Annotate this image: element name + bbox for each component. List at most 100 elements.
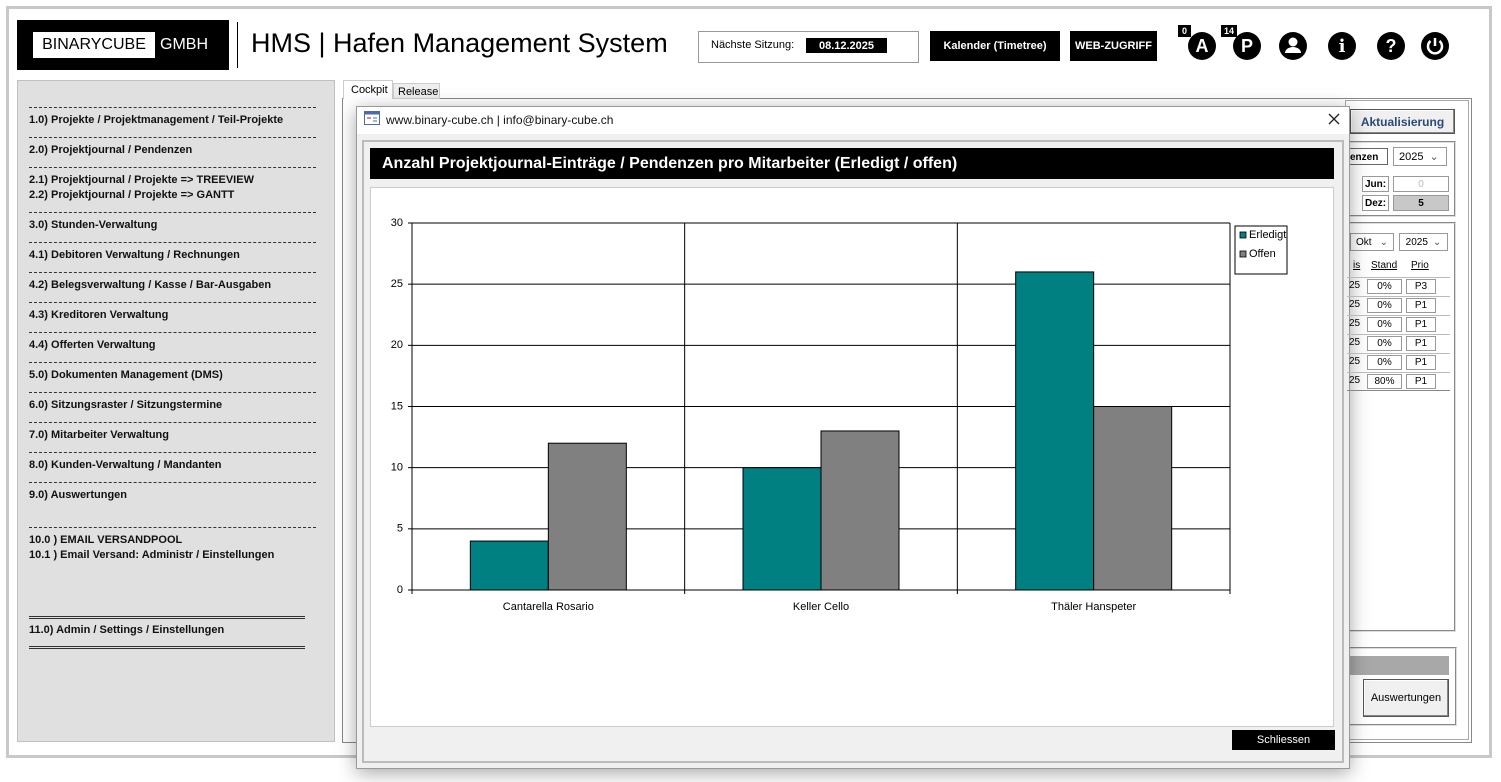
table-cell: 0% [1367, 279, 1402, 294]
report-button[interactable]: Auswertungen [1363, 679, 1449, 717]
badge-icon[interactable]: P [1233, 32, 1261, 60]
menu-item[interactable]: 6.0) Sitzungsraster / Sitzungstermine [29, 399, 223, 411]
menu-item[interactable]: 3.0) Stunden-Verwaltung [29, 219, 158, 231]
menu-separator [29, 332, 316, 333]
menu-item[interactable]: 11.0) Admin / Settings / Einstellungen [29, 624, 225, 636]
row-line [1347, 315, 1450, 316]
info-icon[interactable]: i [1328, 32, 1356, 60]
menu-separator [29, 302, 316, 303]
badge-count: 14 [1221, 25, 1237, 37]
dialog-titlebar [357, 107, 1349, 134]
month-value: Okt [1356, 236, 1372, 248]
menu-item[interactable]: 8.0) Kunden-Verwaltung / Mandanten [29, 459, 222, 471]
x-tick-label: Keller Cello [793, 601, 849, 613]
menu-item[interactable]: 2.0) Projektjournal / Pendenzen [29, 144, 193, 156]
row-line [1347, 296, 1450, 297]
column-header: is [1353, 260, 1361, 271]
year-value: 2025 [1405, 236, 1428, 248]
menu-separator [29, 167, 316, 168]
close-icon[interactable] [1328, 113, 1340, 125]
row-line [1347, 277, 1450, 278]
badge-count: 0 [1178, 25, 1191, 37]
table-cell: P1 [1406, 317, 1436, 332]
legend-label: Offen [1249, 248, 1276, 260]
table-cell: 25 [1349, 318, 1361, 329]
menu-item[interactable]: 4.1) Debitoren Verwaltung / Rechnungen [29, 249, 240, 261]
menu-item[interactable]: 10.0 ) EMAIL VERSANDPOOL [29, 534, 183, 546]
badge-icon[interactable]: A [1188, 32, 1216, 60]
x-tick-label: Cantarella Rosario [503, 601, 594, 613]
user-icon[interactable] [1279, 32, 1307, 60]
month-value: 0 [1393, 176, 1449, 192]
menu-item[interactable]: 10.1 ) Email Versand: Administr / Einste… [29, 549, 275, 561]
table-cell: P1 [1406, 336, 1436, 351]
tab[interactable]: Release [393, 83, 440, 99]
close-button[interactable]: Schliessen [1232, 730, 1335, 750]
bar [820, 430, 900, 591]
menu-separator [29, 107, 316, 108]
column-header: Stand [1371, 260, 1398, 271]
month-value: 5 [1393, 195, 1449, 211]
table-cell: 25 [1349, 299, 1361, 310]
menu-item[interactable]: 1.0) Projekte / Projektmanagement / Teil… [29, 114, 284, 126]
year-select[interactable]: 2025 ⌄ [1393, 147, 1447, 166]
power-icon[interactable] [1421, 32, 1449, 60]
menu-separator [29, 422, 316, 423]
session-box [698, 31, 919, 63]
row-line [1347, 390, 1450, 391]
menu-separator [29, 392, 316, 393]
help-icon[interactable]: ? [1377, 32, 1405, 60]
refresh-button[interactable]: Aktualisierung [1350, 109, 1455, 134]
menu-item[interactable]: 4.4) Offerten Verwaltung [29, 339, 156, 351]
calendar-button[interactable]: Kalender (Timetree) [930, 31, 1060, 61]
table-cell: 0% [1367, 336, 1402, 351]
menu-separator [29, 616, 305, 619]
app-title: HMS | Hafen Management System [251, 28, 668, 58]
menu-item[interactable]: 2.2) Projektjournal / Projekte => GANTT [29, 189, 235, 201]
table-cell: 25 [1349, 280, 1361, 291]
divider [237, 22, 238, 68]
tab[interactable]: Cockpit [343, 80, 393, 99]
y-tick-label: 15 [391, 400, 403, 412]
menu-separator [29, 646, 305, 649]
table-cell: 80% [1367, 374, 1402, 389]
menu-separator [29, 212, 316, 213]
month-label: Jun: [1362, 176, 1389, 192]
table-cell: P1 [1406, 355, 1436, 370]
menu-separator [29, 272, 316, 273]
row-line [1347, 353, 1450, 354]
y-tick-label: 30 [391, 217, 403, 229]
menu-item[interactable]: 2.1) Projektjournal / Projekte => TREEVI… [29, 174, 254, 186]
menu-item[interactable]: 4.2) Belegsverwaltung / Kasse / Bar-Ausg… [29, 279, 272, 291]
y-tick-label: 10 [391, 462, 403, 474]
menu-separator [29, 527, 316, 528]
menu-item[interactable]: 4.3) Kreditoren Verwaltung [29, 309, 169, 321]
session-date: 08.12.2025 [806, 38, 887, 53]
year-value: 2025 [1399, 150, 1424, 163]
table-cell: 25 [1349, 356, 1361, 367]
web-button[interactable]: WEB-ZUGRIFF [1070, 31, 1157, 61]
filter-label: enzen [1348, 148, 1388, 165]
table-cell: P3 [1406, 279, 1436, 294]
menu-item[interactable]: 5.0) Dokumenten Management (DMS) [29, 369, 223, 381]
column-header: Prio [1411, 260, 1429, 271]
table-cell: 0% [1367, 298, 1402, 313]
bar [1015, 271, 1095, 591]
menu-item[interactable]: 9.0) Auswertungen [29, 489, 127, 501]
table-cell: P1 [1406, 298, 1436, 313]
legend-label: Erledigt [1249, 229, 1286, 241]
table-cell: 0% [1367, 317, 1402, 332]
logo-suffix: GMBH [160, 36, 208, 53]
chart: 0 5 10 15 20 25 30 Cantarella Rosario Keller Cel… [370, 187, 1334, 727]
table-cell: 0% [1367, 355, 1402, 370]
month-select[interactable]: Okt ⌄ [1350, 233, 1394, 251]
legend-swatch [1239, 250, 1247, 258]
menu-separator [29, 242, 316, 243]
dialog-icon [364, 111, 380, 125]
y-tick-label: 0 [397, 584, 403, 596]
bar [469, 540, 549, 591]
menu-item[interactable]: 7.0) Mitarbeiter Verwaltung [29, 429, 169, 441]
year-select[interactable]: 2025 ⌄ [1399, 233, 1448, 251]
table-cell: 25 [1349, 337, 1361, 348]
